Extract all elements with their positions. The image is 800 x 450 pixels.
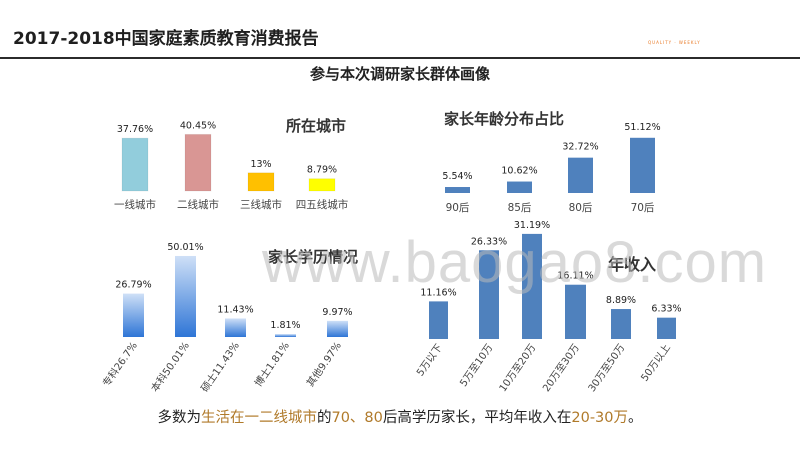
category-label: 30万至50万: [586, 342, 628, 394]
chart-bar: [225, 318, 246, 337]
category-label: 硕士11.43%: [198, 339, 242, 394]
category-label: 专科26.7%: [100, 339, 140, 389]
section-title: 参与本次调研家长群体画像: [309, 65, 490, 83]
chart-bar: [275, 334, 296, 337]
data-label: 31.19%: [514, 220, 550, 231]
chart-bar: [121, 137, 149, 192]
data-label: 11.16%: [420, 287, 456, 298]
data-label: 51.12%: [624, 122, 660, 133]
data-label: 1.81%: [270, 320, 300, 331]
data-label: 32.72%: [562, 142, 598, 153]
category-label: 5万以下: [415, 342, 445, 378]
chart-bar: [308, 178, 336, 192]
category-label: 80后: [569, 202, 593, 214]
chart-bar: [327, 320, 348, 337]
summary-highlight: 70、80: [331, 410, 383, 426]
data-label: 8.89%: [606, 295, 636, 306]
chart-bar: [429, 301, 448, 339]
chart-bar: [445, 187, 470, 193]
summary-highlight: 生活在一二线城市: [200, 410, 317, 426]
summary-segment: 。: [628, 410, 643, 426]
chart-bar: [657, 317, 676, 339]
chart-bar: [507, 181, 532, 193]
category-label: 85后: [508, 202, 532, 214]
category-label: 50万以上: [639, 342, 673, 384]
chart-bar: [565, 284, 586, 339]
category-label: 90后: [446, 202, 470, 214]
category-label: 70后: [631, 202, 655, 214]
data-label: 10.62%: [501, 166, 537, 177]
category-label: 一线城市: [114, 198, 156, 211]
chart-bar: [479, 250, 499, 339]
chart-bar: [522, 233, 542, 339]
category-label: 其他9.97%: [304, 339, 344, 389]
chart-title: 家长年龄分布占比: [444, 110, 564, 128]
brand-logo: QUALITY · WEEKLY: [648, 40, 701, 45]
data-label: 11.43%: [217, 304, 253, 315]
data-label: 37.76%: [117, 124, 153, 135]
category-label: 20万至30万: [540, 342, 582, 394]
data-label: 5.54%: [442, 171, 472, 182]
data-label: 40.45%: [180, 120, 216, 131]
watermark: www.baogao8.com: [262, 230, 768, 295]
report-title: 2017-2018中国家庭素质教育消费报告: [13, 29, 319, 49]
chart-bar: [184, 133, 212, 192]
chart-bar: [630, 137, 655, 193]
data-label: 8.79%: [307, 165, 337, 176]
data-label: 9.97%: [322, 307, 352, 318]
chart-bar: [611, 309, 631, 339]
data-label: 50.01%: [167, 242, 203, 253]
category-label: 10万至20万: [497, 342, 539, 394]
chart-bar: [568, 157, 593, 193]
chart-bar: [123, 293, 144, 337]
data-label: 16.11%: [557, 271, 593, 282]
category-label: 博士1.81%: [252, 339, 292, 389]
chart-title: 所在城市: [286, 117, 346, 135]
category-label: 本科50.01%: [148, 339, 192, 394]
category-label: 二线城市: [177, 198, 219, 211]
summary-segment: 后高学历家长，平均年收入在: [382, 410, 572, 426]
summary-segment: 的: [316, 410, 332, 426]
category-label: 5万至10万: [457, 342, 495, 389]
header-divider: [0, 57, 800, 59]
data-label: 26.79%: [115, 280, 151, 291]
data-label: 26.33%: [471, 236, 507, 247]
chart-title: 家长学历情况: [268, 248, 358, 266]
category-label: 四五线城市: [296, 198, 349, 211]
chart-bar: [175, 255, 196, 337]
data-label: 6.33%: [651, 304, 681, 315]
chart-bar: [247, 172, 275, 192]
chart-title: 年收入: [608, 255, 656, 274]
category-label: 三线城市: [240, 198, 282, 211]
summary-highlight: 20-30万: [571, 410, 629, 426]
summary-text: 多数为生活在一二线城市的70、80后高学历家长，平均年收入在20-30万。: [0, 406, 800, 427]
data-label: 13%: [250, 159, 271, 170]
summary-segment: 多数为: [157, 410, 201, 426]
